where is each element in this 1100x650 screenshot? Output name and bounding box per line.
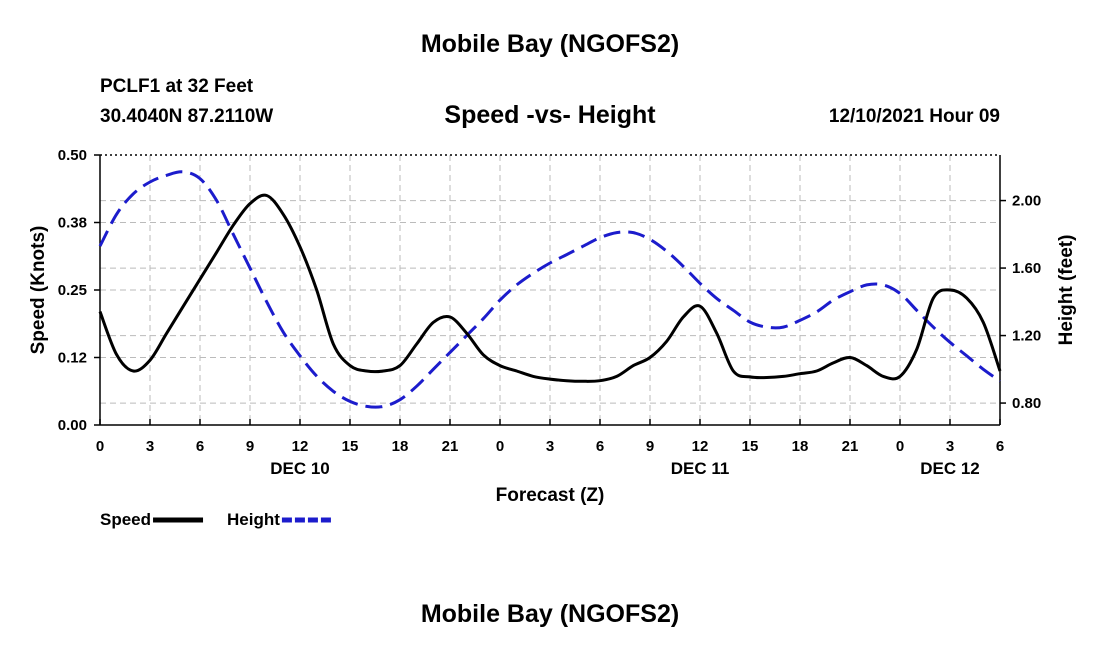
left-y-tick-label: 0.25 bbox=[58, 282, 87, 299]
x-tick-label: 12 bbox=[292, 438, 309, 455]
right-y-axis-title: Height (feet) bbox=[1056, 235, 1077, 346]
chart-subtitle: Speed -vs- Height bbox=[444, 101, 656, 129]
x-tick-label: 6 bbox=[596, 438, 604, 455]
x-tick-label: 6 bbox=[196, 438, 204, 455]
left-y-tick-label: 0.00 bbox=[58, 417, 87, 434]
legend-label-speed: Speed bbox=[100, 510, 151, 529]
x-axis-title: Forecast (Z) bbox=[496, 485, 605, 506]
x-tick-label: 9 bbox=[246, 438, 254, 455]
legend-label-height: Height bbox=[227, 510, 280, 529]
x-tick-label: 21 bbox=[442, 438, 459, 455]
x-tick-label: 15 bbox=[742, 438, 759, 455]
x-tick-label: 12 bbox=[692, 438, 709, 455]
x-tick-label: 3 bbox=[546, 438, 554, 455]
day-label: DEC 10 bbox=[270, 459, 330, 478]
x-tick-label: 21 bbox=[842, 438, 859, 455]
right-y-tick-label: 1.20 bbox=[1012, 328, 1041, 345]
speed-series-line bbox=[98, 193, 1002, 383]
coordinates-label: 30.4040N 87.2110W bbox=[100, 106, 274, 127]
footer-title: Mobile Bay (NGOFS2) bbox=[420, 600, 680, 628]
x-tick-label: 15 bbox=[342, 438, 359, 455]
forecast-datetime: 12/10/2021 Hour 09 bbox=[828, 106, 1000, 127]
x-tick-label: 3 bbox=[946, 438, 954, 455]
x-tick-label: 0 bbox=[496, 438, 504, 455]
speed-height-chart: 0 3 6 9 12 15 18 21 0 3 6 9 12 15 18 21 0 3 6 DEC 10 DEC 11 D… bbox=[28, 147, 1077, 529]
x-tick-label: 0 bbox=[96, 438, 104, 455]
x-tick-label: 3 bbox=[146, 438, 154, 455]
x-tick-label: 0 bbox=[896, 438, 904, 455]
station-label: PCLF1 at 32 Feet bbox=[100, 76, 254, 97]
left-y-axis-title: Speed (Knots) bbox=[28, 226, 49, 355]
left-y-tick-label: 0.12 bbox=[58, 350, 87, 367]
x-tick-label: 18 bbox=[792, 438, 809, 455]
day-label: DEC 11 bbox=[671, 459, 730, 478]
right-y-tick-label: 2.00 bbox=[1012, 193, 1041, 210]
right-y-tick-label: 1.60 bbox=[1012, 260, 1041, 277]
x-tick-label: 6 bbox=[996, 438, 1004, 455]
right-y-tick-label: 0.80 bbox=[1012, 395, 1041, 412]
x-tick-label: 18 bbox=[392, 438, 409, 455]
day-label: DEC 12 bbox=[920, 459, 980, 478]
x-tick-label: 9 bbox=[646, 438, 654, 455]
chart-main-title: Mobile Bay (NGOFS2) bbox=[420, 30, 680, 58]
left-y-tick-label: 0.38 bbox=[58, 215, 87, 232]
height-series-line bbox=[98, 170, 1001, 409]
left-y-tick-label: 0.50 bbox=[58, 147, 87, 164]
